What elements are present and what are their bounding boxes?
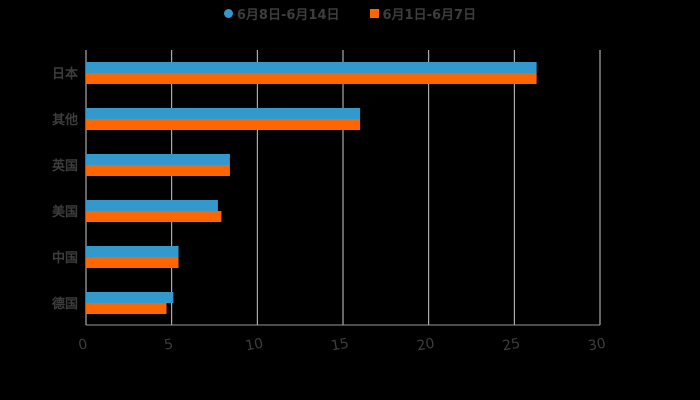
- y-category-label: 日本: [52, 66, 78, 82]
- bar-0[interactable]: [86, 200, 218, 211]
- x-tick-label: 15: [330, 336, 350, 355]
- bar-0[interactable]: [86, 108, 361, 119]
- legend-label: 6月1日-6月7日: [382, 7, 477, 23]
- circle-marker-icon: [223, 8, 233, 18]
- bar-0[interactable]: [86, 62, 537, 73]
- x-tick-label: 10: [244, 336, 264, 355]
- y-category-label: 其他: [52, 112, 78, 128]
- legend-item-series-1[interactable]: 6月1日-6月7日: [369, 4, 477, 23]
- bar-1[interactable]: [86, 119, 361, 130]
- bar-1[interactable]: [86, 257, 179, 268]
- x-tick-label: 25: [501, 336, 521, 355]
- square-marker-icon: [369, 8, 379, 18]
- bar-1[interactable]: [86, 165, 230, 176]
- y-category-label: 德国: [52, 296, 78, 312]
- bar-1[interactable]: [86, 211, 222, 222]
- chart-legend: 6月8日-6月14日 6月1日-6月7日: [0, 4, 700, 23]
- x-tick-label: 0: [77, 336, 89, 353]
- x-tick-label: 20: [415, 336, 435, 355]
- legend-item-series-0[interactable]: 6月8日-6月14日: [223, 4, 340, 23]
- y-category-label: 美国: [52, 204, 78, 220]
- bar-0[interactable]: [86, 292, 174, 303]
- x-tick-label: 30: [587, 336, 607, 355]
- y-category-label: 中国: [52, 250, 78, 266]
- bar-1[interactable]: [86, 303, 167, 314]
- y-category-label: 英国: [51, 158, 78, 174]
- x-tick-label: 5: [163, 336, 175, 353]
- legend-label: 6月8日-6月14日: [236, 7, 340, 23]
- bar-1[interactable]: [86, 73, 537, 84]
- bar-0[interactable]: [86, 154, 230, 165]
- bar-0[interactable]: [86, 246, 179, 257]
